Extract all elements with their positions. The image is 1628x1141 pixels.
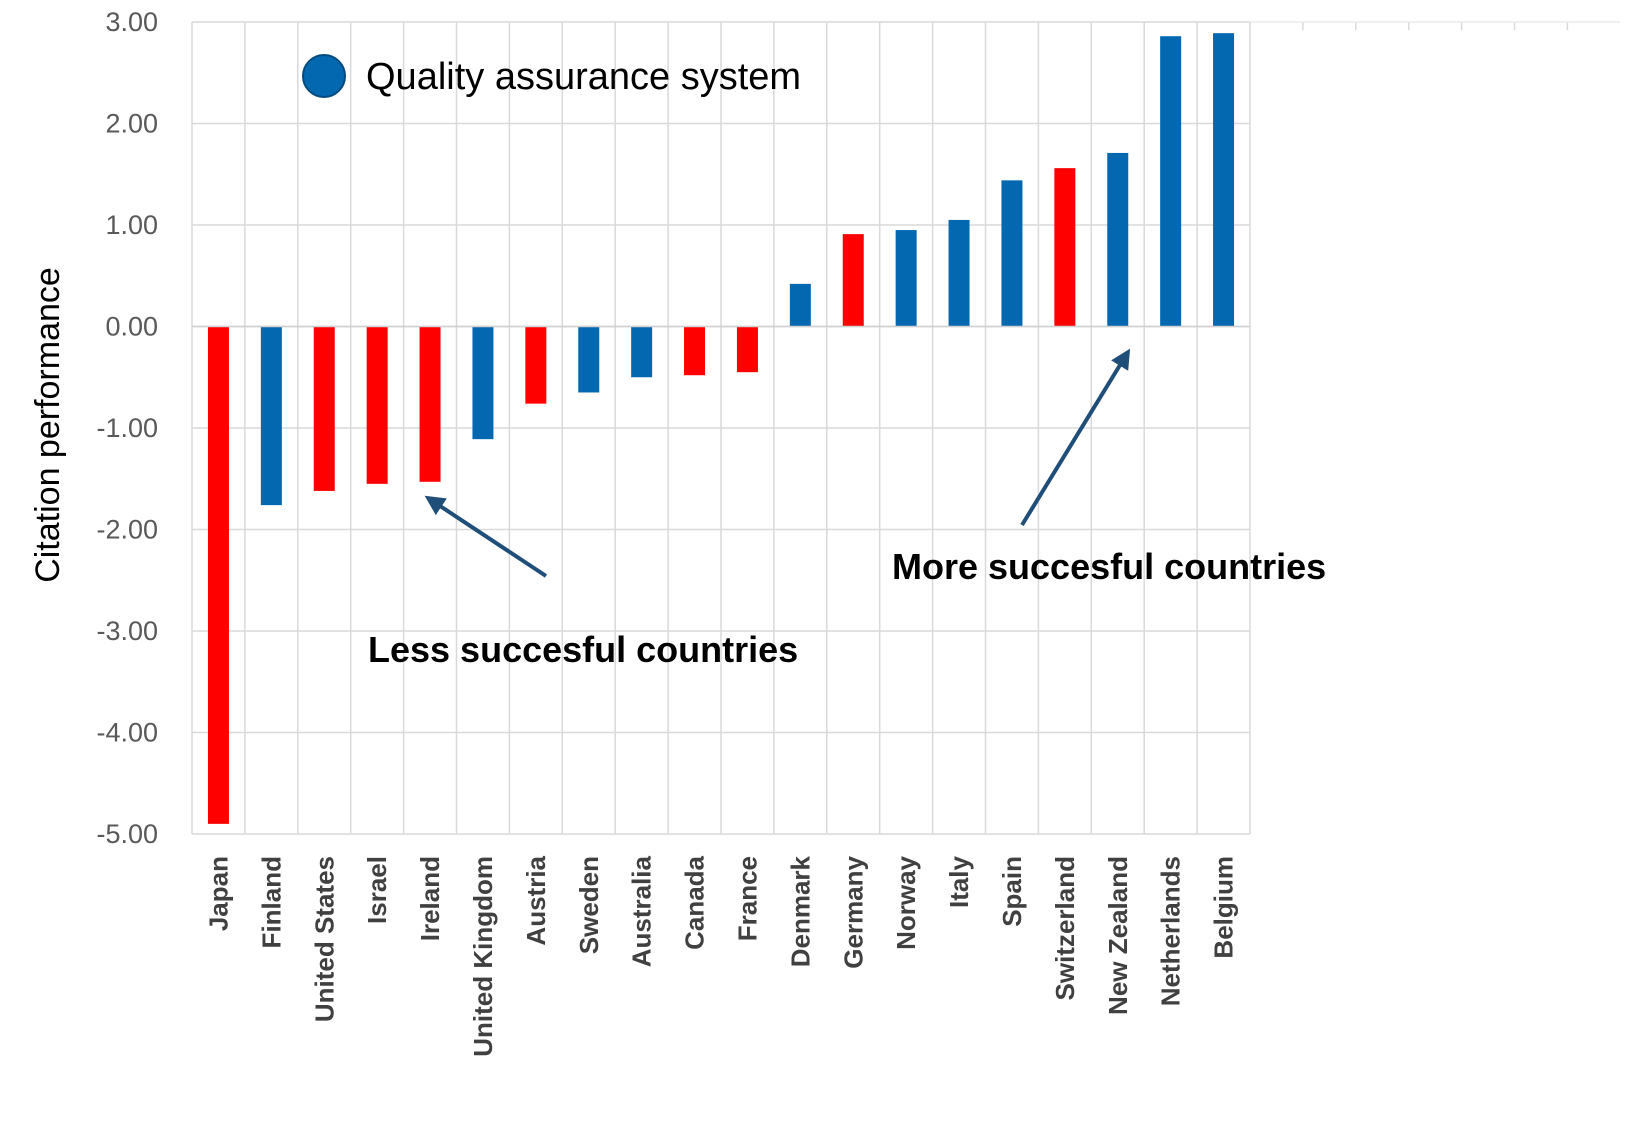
bar-germany: [842, 234, 864, 327]
annotation-more-successful: More succesful countries: [892, 348, 1326, 587]
legend-marker-icon: [302, 54, 346, 98]
bar-japan: [207, 326, 229, 824]
y-axis-ticks: 3.00 2.00 1.00 0.00 -1.00 -2.00 -3.00 -4.00 -5.0…: [96, 7, 158, 849]
x-tick-label: Japan: [203, 856, 233, 931]
x-tick-label: Netherlands: [1156, 856, 1186, 1006]
bar-united-kingdom: [472, 326, 494, 440]
bar-finland: [260, 326, 282, 506]
bar-switzerland: [1054, 168, 1076, 327]
annotation-more-successful-text: More succesful countries: [892, 546, 1326, 587]
x-tick-label: France: [732, 856, 762, 941]
y-tick-label: 0.00: [105, 312, 158, 342]
arrow-more-successful: [1020, 348, 1131, 527]
x-tick-label: Canada: [680, 855, 710, 949]
x-tick-label: Denmark: [785, 855, 815, 967]
x-tick-label: Finland: [256, 856, 286, 948]
x-tick-label: Austria: [521, 855, 551, 945]
annotation-less-successful-text: Less succesful countries: [368, 629, 798, 670]
bar-norway: [895, 230, 917, 327]
x-tick-label: Germany: [838, 855, 868, 968]
x-tick-label: Sweden: [574, 856, 604, 954]
y-tick-label: -3.00: [96, 616, 158, 646]
gridlines: [191, 21, 1620, 835]
bar-australia: [631, 326, 653, 378]
x-tick-label: Switzerland: [1050, 856, 1080, 1000]
x-tick-label: Israel: [362, 856, 392, 924]
legend-label: Quality assurance system: [366, 56, 801, 98]
y-tick-label: 3.00: [105, 7, 158, 37]
bar-new-zealand: [1107, 152, 1129, 327]
x-axis-categories: Japan Finland United States Israel Ireland Un…: [203, 855, 1238, 1056]
y-tick-label: 1.00: [105, 210, 158, 240]
bar-austria: [525, 326, 547, 404]
y-axis-label: Citation performance: [29, 267, 67, 583]
y-tick-label: 2.00: [105, 109, 158, 139]
y-tick-label: -1.00: [96, 413, 158, 443]
x-tick-label: Australia: [627, 855, 657, 967]
bar-spain: [1001, 180, 1023, 327]
x-tick-label: Belgium: [1209, 856, 1239, 959]
annotation-less-successful: Less succesful countries: [368, 495, 798, 670]
x-tick-label: Italy: [944, 855, 974, 908]
x-tick-label: Ireland: [415, 856, 445, 941]
bar-israel: [366, 326, 388, 484]
legend: Quality assurance system: [302, 54, 801, 98]
x-tick-label: United Kingdom: [468, 856, 498, 1057]
y-tick-label: -2.00: [96, 515, 158, 545]
bar-italy: [948, 219, 970, 327]
x-tick-label: Norway: [891, 855, 921, 949]
bar-united-states: [313, 326, 335, 491]
bar-france: [736, 326, 758, 373]
bar-ireland: [419, 326, 441, 482]
bar-sweden: [578, 326, 600, 393]
arrow-less-successful: [424, 495, 548, 578]
x-tick-label: New Zealand: [1103, 856, 1133, 1015]
bar-belgium: [1213, 33, 1235, 327]
bar-canada: [684, 326, 706, 376]
y-tick-label: -5.00: [96, 819, 158, 849]
y-tick-label: -4.00: [96, 718, 158, 748]
bar-netherlands: [1160, 36, 1182, 327]
x-tick-label: United States: [309, 856, 339, 1022]
bars: [192, 33, 1250, 824]
x-tick-label: Spain: [997, 856, 1027, 927]
bar-denmark: [789, 283, 811, 327]
